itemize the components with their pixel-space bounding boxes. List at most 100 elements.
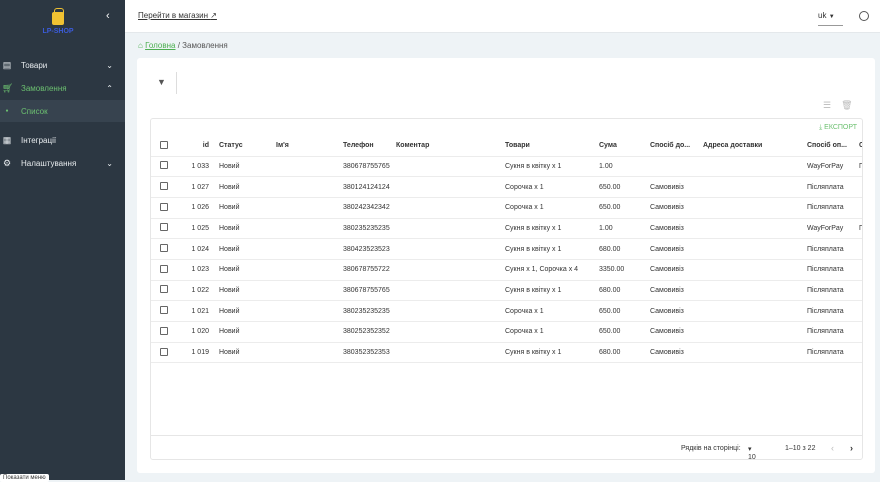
column-header[interactable]: Сума <box>599 142 617 150</box>
row-checkbox[interactable] <box>160 202 168 211</box>
table-cell: Сукня x 1, Сорочка x 4 <box>505 258 599 281</box>
row-checkbox[interactable] <box>160 264 168 273</box>
table-header: id Статус Ім'я Телефон Коментар Товари Сума Спо… <box>151 136 862 156</box>
row-checkbox[interactable] <box>160 347 168 356</box>
sidebar-item-settings[interactable]: ⚙ Налаштування ⌄ <box>2 157 113 168</box>
table-row[interactable]: 1 026 Новий 380242342342 Сорочка x 1 650.00 С… <box>151 196 862 219</box>
table-row[interactable]: 1 033 Новий 380678755765 Сукня в квітку x 1… <box>151 155 862 177</box>
filter-icon[interactable]: ▼ <box>157 77 166 87</box>
table-cell <box>396 176 505 198</box>
column-header[interactable]: Статус <box>219 142 243 150</box>
select-all-checkbox-cell <box>151 136 189 156</box>
table-cell: Самовивіз <box>650 217 703 239</box>
table-cell <box>703 341 807 364</box>
table-cell: Сорочка x 1 <box>505 196 599 219</box>
chevron-down-icon: ⌄ <box>106 158 113 168</box>
bag-icon <box>52 8 64 25</box>
sidebar-item-integrations[interactable]: ▦ Інтеграції <box>2 134 57 145</box>
table-cell <box>703 300 807 322</box>
column-header[interactable]: С <box>859 136 862 156</box>
table-row[interactable]: 1 022 Новий 380678755765 Сукня в квітку x 1… <box>151 279 862 301</box>
table-row[interactable]: 1 025 Новий 380235235235 Сукня в квітку x 1… <box>151 217 862 239</box>
row-checkbox[interactable] <box>160 182 168 191</box>
table-cell <box>276 155 343 177</box>
table-cell <box>859 238 862 260</box>
sidebar-item-list[interactable]: ● Список <box>0 100 125 122</box>
sidebar: LP-SHOP ‹ ▤ Товари ⌄ 🛒︎ Замовлення ⌃ ● Список… <box>0 0 125 480</box>
table-cell: Сорочка x 1 <box>505 300 599 322</box>
row-checkbox[interactable] <box>160 161 168 170</box>
row-checkbox[interactable] <box>160 326 168 335</box>
table-cell: Новий <box>219 258 276 281</box>
table-row[interactable]: 1 027 Новий 380124124124 Сорочка x 1 650.00 С… <box>151 176 862 198</box>
column-header[interactable]: id <box>202 142 209 150</box>
table-cell <box>650 155 703 177</box>
export-button[interactable]: ⤓ ЕКСПОРТ <box>819 124 857 131</box>
table-cell: Сукня в квітку x 1 <box>505 341 599 364</box>
table-cell: 1 026 <box>189 196 219 219</box>
table-cell <box>276 176 343 198</box>
column-header[interactable]: Ім'я <box>276 142 289 150</box>
row-checkbox[interactable] <box>160 306 168 315</box>
table-row[interactable]: 1 020 Новий 380252352352 Сорочка x 1 650.00 С… <box>151 321 862 343</box>
table-cell: 1.00 <box>599 217 650 239</box>
logo[interactable]: LP-SHOP <box>38 8 78 35</box>
table-cell: Самовивіз <box>650 258 703 281</box>
row-checkbox[interactable] <box>160 223 168 232</box>
row-checkbox[interactable] <box>160 244 168 253</box>
column-header[interactable]: Коментар <box>396 142 430 150</box>
table-cell: Новий <box>219 321 276 343</box>
table-cell <box>703 176 807 198</box>
row-checkbox[interactable] <box>160 285 168 294</box>
columns-icon[interactable]: ☰ <box>823 100 832 110</box>
rows-per-page-select[interactable]: 10 ▾ <box>748 446 756 460</box>
dot-icon: ● <box>5 108 9 114</box>
table-cell <box>859 341 862 364</box>
delete-icon[interactable]: 🗑︎ <box>841 100 853 110</box>
table-cell: П <box>859 155 862 177</box>
table-row[interactable]: 1 023 Новий 380678755722 Сукня x 1, Сорочка… <box>151 258 862 281</box>
column-header[interactable]: Спосіб оп... <box>807 142 847 150</box>
sidebar-item-orders[interactable]: 🛒︎ Замовлення ⌃ <box>2 82 113 93</box>
go-to-shop-link[interactable]: Перейти в магазин ↗ <box>138 11 217 20</box>
download-icon: ⤓ <box>819 124 823 131</box>
table-cell: Післяплата <box>807 321 859 343</box>
select-all-checkbox[interactable] <box>160 140 168 149</box>
column-header[interactable]: Телефон <box>343 142 374 150</box>
column-header[interactable]: Товари <box>505 142 530 150</box>
caret-down-icon: ▼ <box>828 14 835 20</box>
user-account-icon[interactable] <box>859 11 869 21</box>
table-cell: 1.00 <box>599 155 650 177</box>
table-cell: 680.00 <box>599 279 650 301</box>
table-cell: Самовивіз <box>650 176 703 198</box>
table-row[interactable]: 1 021 Новий 380235235235 Сорочка x 1 650.00 С… <box>151 300 862 322</box>
table-cell: 680.00 <box>599 238 650 260</box>
table-cell <box>859 196 862 219</box>
breadcrumb-home[interactable]: Головна <box>145 41 176 50</box>
language-select[interactable]: uk ▼ <box>818 11 843 26</box>
table-cell <box>276 300 343 322</box>
collapse-sidebar-button[interactable]: ‹ <box>106 10 110 22</box>
table-row[interactable]: 1 024 Новий 380423523523 Сукня в квітку x 1… <box>151 238 862 260</box>
cart-icon: 🛒︎ <box>2 82 14 93</box>
next-page-button[interactable]: › <box>850 443 853 453</box>
table-cell: 1 020 <box>189 321 219 343</box>
sidebar-item-products[interactable]: ▤ Товари ⌄ <box>2 59 113 70</box>
table-cell: Новий <box>219 279 276 301</box>
table-cell: 380235235235 <box>343 300 396 322</box>
table-row[interactable]: 1 019 Новий 380352352353 Сукня в квітку x 1… <box>151 341 862 364</box>
table-cell: 1 019 <box>189 341 219 364</box>
prev-page-button[interactable]: ‹ <box>831 443 834 453</box>
column-header[interactable]: Спосіб до... <box>650 142 691 150</box>
column-header[interactable]: Адреса доставки <box>703 142 763 150</box>
table-cell <box>859 321 862 343</box>
table-cell <box>703 155 807 177</box>
table-cell: Самовивіз <box>650 300 703 322</box>
home-icon: ⌂ <box>138 41 143 50</box>
table-cell: Новий <box>219 341 276 364</box>
table-cell: 380252352352 <box>343 321 396 343</box>
table-cell: 650.00 <box>599 176 650 198</box>
table-cell <box>703 217 807 239</box>
table-cell <box>396 279 505 301</box>
table-cell: Післяплата <box>807 300 859 322</box>
